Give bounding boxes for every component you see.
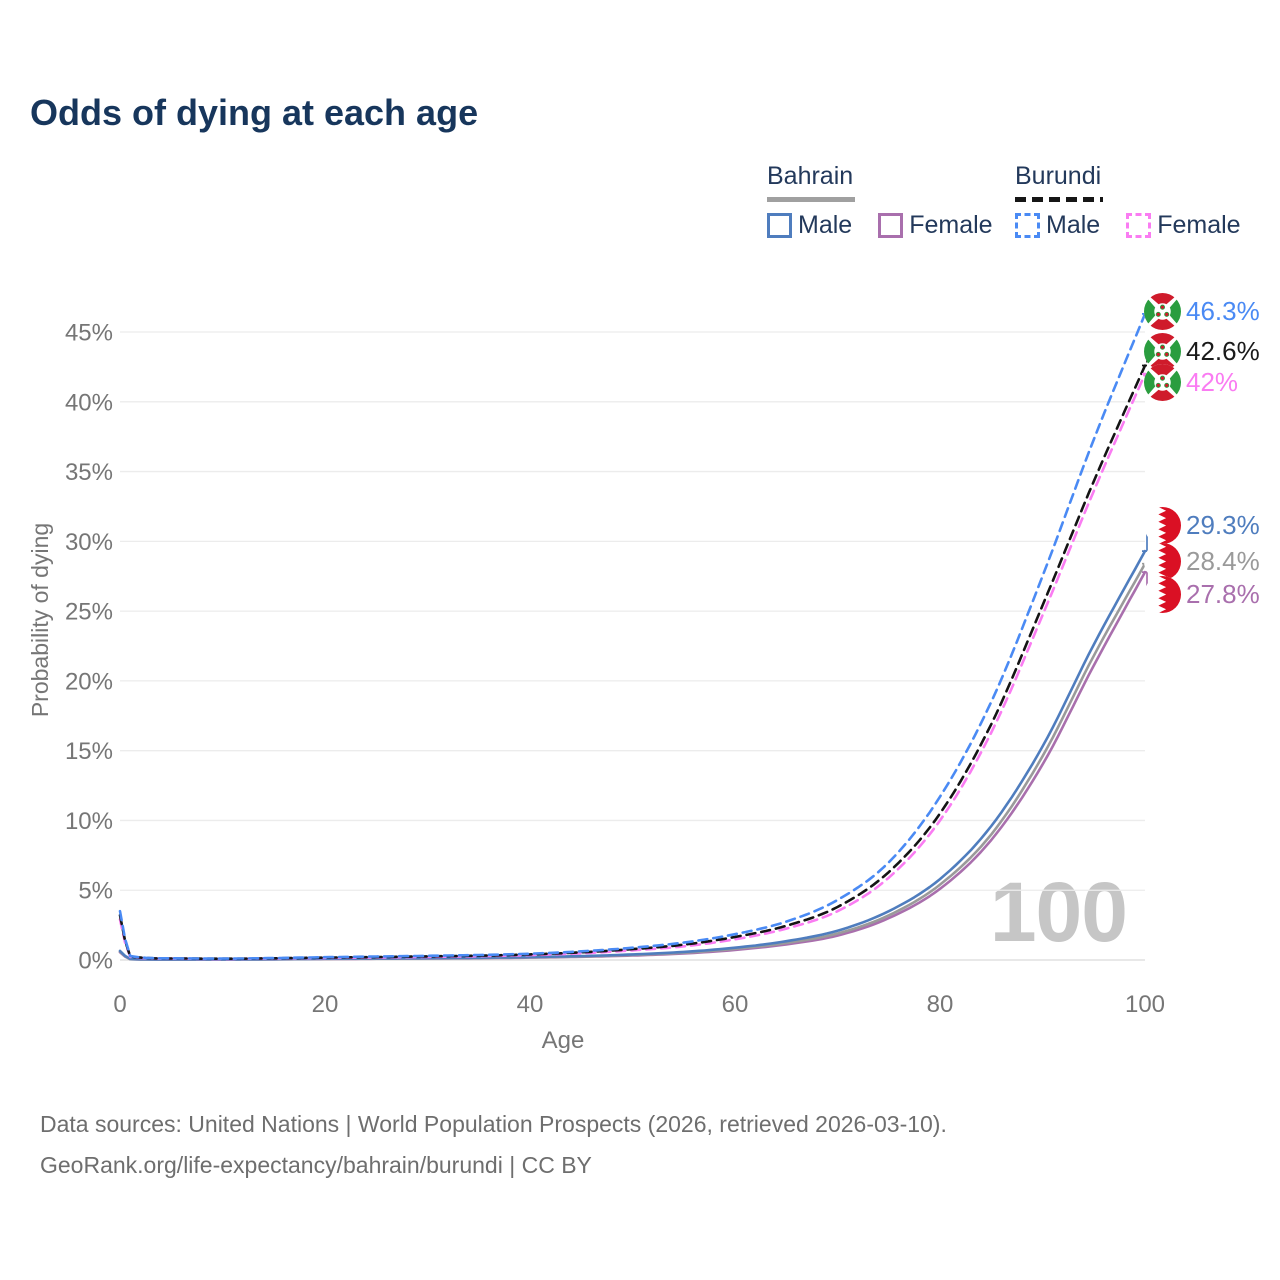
end-label-bahrain-male: 29.3%: [1144, 507, 1260, 544]
footer-line-2[interactable]: GeoRank.org/life-expectancy/bahrain/buru…: [40, 1152, 592, 1178]
end-value-label: 28.4%: [1186, 546, 1260, 576]
data-source-footer: Data sources: United Nations | World Pop…: [40, 1104, 947, 1186]
curve-bahrain-total: [118, 562, 1147, 961]
legend-item-label: Male: [798, 210, 853, 239]
legend-item-bahrain-female[interactable]: Female: [878, 210, 993, 240]
end-value-label: 46.3%: [1186, 296, 1260, 326]
x-tick-label: 100: [1125, 991, 1165, 1018]
burundi-male-swatch-icon: [1015, 212, 1040, 238]
y-tick-label: 40%: [65, 389, 113, 416]
legend-group-burundi: Burundi Male Female: [1015, 162, 1241, 240]
legend-group-bahrain: Bahrain Male Female: [767, 162, 993, 240]
end-label-burundi-male: 46.3%: [1144, 293, 1260, 330]
curve-bahrain-female: [118, 570, 1147, 961]
burundi-female-swatch-icon: [1126, 212, 1152, 238]
x-tick-label: 20: [312, 991, 339, 1018]
curves: [118, 312, 1147, 961]
bahrain-line-style-swatch: [767, 197, 855, 202]
x-tick-label: 80: [927, 991, 954, 1018]
end-label-bahrain-total: 28.4%: [1144, 543, 1260, 580]
page-title: Odds of dying at each age: [30, 92, 479, 133]
legend-item-burundi-male[interactable]: Male: [1015, 211, 1100, 240]
curve-burundi-female: [118, 372, 1147, 961]
end-value-label: 27.8%: [1186, 579, 1260, 609]
burundi-flag-icon: [1144, 333, 1181, 370]
y-axis-title: Probability of dying: [27, 523, 53, 717]
bahrain-male-swatch-icon: [767, 212, 792, 238]
x-tick-label: 60: [722, 991, 749, 1018]
legend-item-label: Female: [1157, 210, 1241, 239]
bahrain-flag-icon: [1144, 543, 1181, 580]
legend-country-bahrain[interactable]: Bahrain: [767, 162, 854, 190]
y-tick-label: 45%: [65, 320, 113, 347]
curve-burundi-total: [118, 364, 1147, 960]
x-tick-label: 40: [517, 991, 544, 1018]
burundi-flag-icon: [1144, 293, 1181, 330]
burundi-line-style-swatch: [1015, 197, 1103, 202]
y-tick-label: 30%: [65, 529, 113, 556]
end-label-burundi-total: 42.6%: [1144, 333, 1260, 370]
y-tick-label: 5%: [78, 878, 113, 905]
legend-item-bahrain-male[interactable]: Male: [767, 211, 852, 240]
y-tick-label: 35%: [65, 459, 113, 486]
curve-burundi-male: [118, 312, 1147, 960]
end-value-label: 29.3%: [1186, 510, 1260, 540]
y-tick-label: 0%: [78, 948, 113, 975]
y-tick-label: 20%: [65, 668, 113, 695]
age-counter-watermark: 100: [989, 865, 1128, 959]
x-tick-label: 0: [113, 991, 126, 1018]
curve-bahrain-male: [118, 549, 1147, 961]
end-label-burundi-female: 42%: [1144, 364, 1238, 401]
end-value-label: 42.6%: [1186, 336, 1260, 366]
y-tick-label: 25%: [65, 599, 113, 626]
legend-item-burundi-female[interactable]: Female: [1126, 210, 1241, 240]
y-tick-label: 10%: [65, 808, 113, 835]
x-axis-title: Age: [542, 1027, 585, 1054]
legend-item-label: Female: [909, 210, 993, 239]
end-label-bahrain-female: 27.8%: [1144, 576, 1260, 613]
bahrain-flag-icon: [1144, 576, 1181, 613]
gridlines: [120, 331, 1145, 961]
burundi-flag-icon: [1144, 364, 1181, 401]
legend-country-burundi[interactable]: Burundi: [1015, 162, 1102, 190]
bahrain-female-swatch-icon: [878, 212, 904, 238]
axis-labels: 0% 5% 10% 15% 20% 25% 30% 35% 40% 45% 0 20 40 60 80 100…: [27, 320, 1165, 1054]
end-value-label: 42%: [1186, 367, 1239, 397]
y-tick-label: 15%: [65, 738, 113, 765]
bahrain-flag-icon: [1144, 507, 1181, 544]
footer-line-1: Data sources: United Nations | World Pop…: [40, 1111, 947, 1137]
legend-item-label: Male: [1046, 210, 1101, 239]
